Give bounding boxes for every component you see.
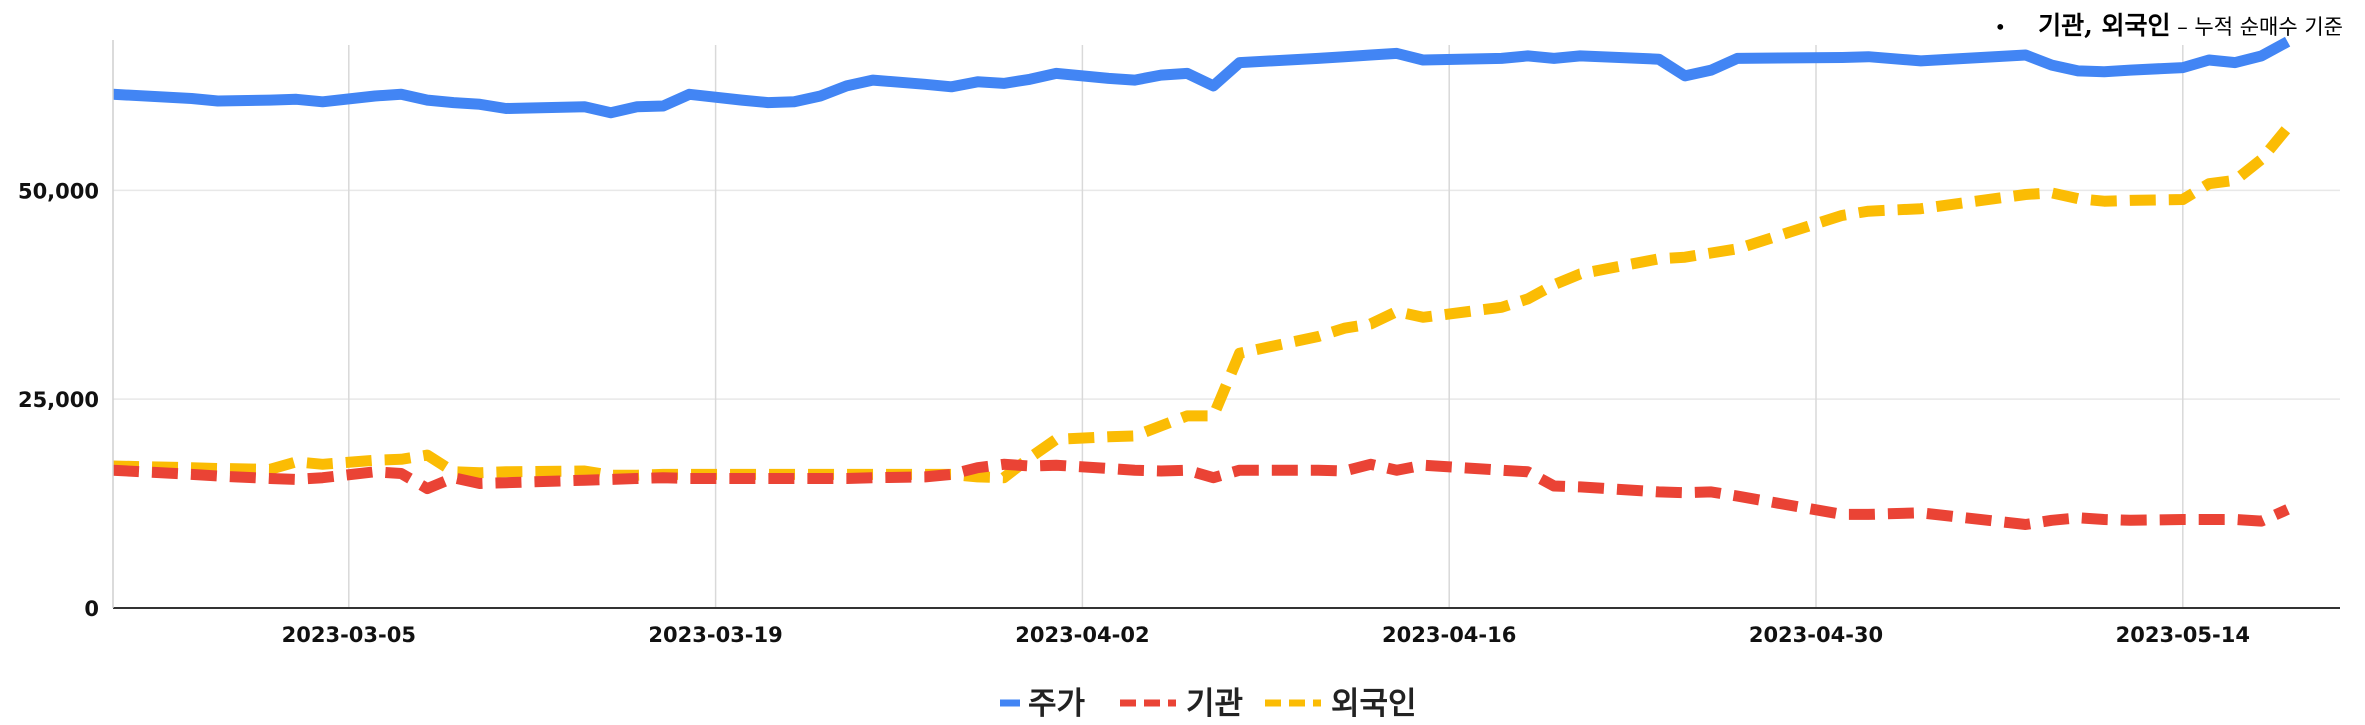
x-tick-label: 2023-04-16: [1382, 623, 1516, 647]
y-tick-label: 50,000: [18, 179, 99, 203]
series-line-foreigner: [112, 124, 2292, 484]
axes: 0 25,000 50,000 2023-03-05 2023-03-19 2023-04…: [18, 40, 2340, 647]
legend-label: 주가: [1028, 686, 1086, 722]
legend: 주가 기관 외국인: [1000, 686, 1417, 722]
legend-label: 외국인: [1331, 686, 1417, 722]
y-tick-label: 25,000: [18, 388, 99, 412]
x-tick-label: 2023-04-02: [1015, 623, 1149, 647]
series-lines: [112, 36, 2292, 530]
note-bullet: •: [1994, 15, 2007, 39]
series-line-price: [112, 36, 2291, 119]
x-tick-label: 2023-03-19: [648, 623, 782, 647]
y-tick-label: 0: [84, 597, 99, 621]
x-tick-label: 2023-03-05: [282, 623, 416, 647]
grid: [113, 45, 2340, 608]
x-tick-label: 2023-05-14: [2116, 623, 2250, 647]
legend-label: 기관: [1186, 686, 1243, 722]
note-main: 기관, 외국인: [2038, 11, 2171, 40]
series-line-institution: [112, 458, 2290, 530]
note-sub: – 누적 순매수 기준: [2170, 15, 2343, 39]
chart-note: • 기관, 외국인 – 누적 순매수 기준: [1994, 6, 2343, 42]
x-tick-label: 2023-04-30: [1749, 623, 1883, 647]
